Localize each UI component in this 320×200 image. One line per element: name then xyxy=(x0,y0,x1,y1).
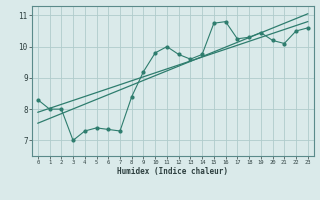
X-axis label: Humidex (Indice chaleur): Humidex (Indice chaleur) xyxy=(117,167,228,176)
